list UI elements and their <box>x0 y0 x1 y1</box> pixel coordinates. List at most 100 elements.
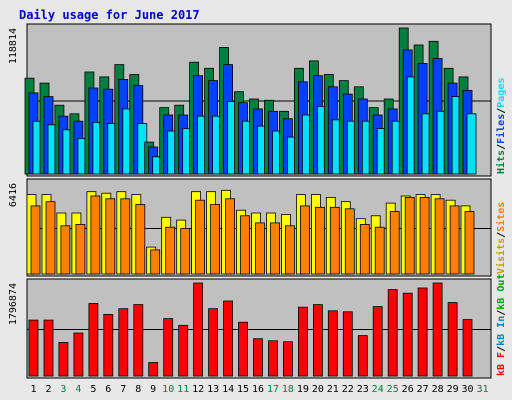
bar-sites-day-14 <box>225 198 236 275</box>
x-tick-label: 26 <box>402 384 414 395</box>
legend-entry: / <box>496 144 507 150</box>
bar-sites-day-23 <box>359 223 370 275</box>
x-tick-label: 19 <box>297 384 309 395</box>
x-tick-label: 20 <box>312 384 324 395</box>
x-tick-label: 8 <box>135 384 141 395</box>
bar-kb-f-day-8 <box>133 304 144 377</box>
x-tick-label: 4 <box>75 384 81 395</box>
x-tick-label: 2 <box>45 384 51 395</box>
bar-pages-day-30 <box>466 113 477 175</box>
bar-kb-f-day-7 <box>118 308 129 377</box>
legend-entry: / <box>496 310 507 316</box>
x-tick-label: 23 <box>357 384 369 395</box>
bar-kb-f-day-16 <box>253 338 263 377</box>
bar-kb-f-day-5 <box>88 303 99 377</box>
x-tick-label: 6 <box>105 384 111 395</box>
bar-kb-f-day-12 <box>193 282 204 377</box>
legend-entry: / <box>496 346 507 352</box>
bar-sites-day-9 <box>150 249 161 275</box>
x-tick-label: 22 <box>342 384 354 395</box>
bar-kb-f-day-15 <box>238 321 248 377</box>
bar-sites-day-28 <box>434 198 445 275</box>
bar-kb-f-day-19 <box>297 306 308 377</box>
x-tick-label: 31 <box>476 384 488 395</box>
bar-sites-day-24 <box>374 226 385 275</box>
bar-sites-day-25 <box>389 211 400 275</box>
bar-kb-f-day-29 <box>447 302 458 377</box>
x-tick-label: 7 <box>120 384 126 395</box>
bar-kb-f-day-13 <box>208 308 219 377</box>
x-tick-label: 27 <box>417 384 429 395</box>
x-tick-label: 17 <box>267 384 279 395</box>
x-tick-label: 14 <box>222 384 234 395</box>
bar-kb-f-day-21 <box>327 310 338 377</box>
bar-sites-day-30 <box>464 211 475 275</box>
bar-kb-f-day-20 <box>312 304 323 377</box>
bar-kb-f-day-30 <box>462 319 473 377</box>
x-tick-label: 18 <box>282 384 294 395</box>
bar-kb-f-day-11 <box>178 324 189 377</box>
x-tick-label: 15 <box>237 384 249 395</box>
x-tick-label: 1 <box>30 384 36 395</box>
panel-legend: Visits/Sites <box>495 202 507 274</box>
x-tick-label: 16 <box>252 384 264 395</box>
bar-sites-day-8 <box>135 204 146 275</box>
bar-kb-f-day-2 <box>43 319 54 377</box>
x-tick-label: 25 <box>387 384 399 395</box>
bar-kb-f-day-28 <box>432 282 443 377</box>
bar-sites-day-1 <box>30 205 41 275</box>
bar-kb-f-day-25 <box>387 289 398 377</box>
legend-entry: / <box>496 108 507 114</box>
x-tick-label: 10 <box>162 384 174 395</box>
bar-kb-f-day-9 <box>148 362 159 377</box>
bar-sites-day-12 <box>195 199 206 275</box>
bar-sites-day-19 <box>299 205 310 275</box>
bar-kb-f-day-17 <box>268 340 278 377</box>
bar-sites-day-3 <box>60 225 71 275</box>
y-axis-max-label: 6416 <box>8 183 19 207</box>
bar-sites-day-16 <box>255 222 265 275</box>
bar-kb-f-day-23 <box>357 335 368 377</box>
bar-kb-f-day-3 <box>58 341 69 377</box>
legend-entry: Visits <box>495 238 507 274</box>
bar-sites-day-17 <box>270 222 280 275</box>
bar-sites-day-5 <box>90 195 101 275</box>
bar-sites-day-13 <box>210 204 221 275</box>
panel-middle: 6416 Visits/Sites <box>8 178 507 277</box>
legend-entry: Hits <box>495 150 507 174</box>
bar-sites-day-29 <box>449 205 460 275</box>
x-tick-label: 21 <box>327 384 339 395</box>
bar-kb-f-day-4 <box>73 332 84 377</box>
bar-kb-f-day-14 <box>223 300 234 377</box>
x-tick-label: 9 <box>150 384 156 395</box>
x-tick-label: 11 <box>177 384 189 395</box>
x-axis-labels: 1 2 3 4 5 6 7 8 9 10 11 12 13 14 15 16 17 18 19 20 21 22 23 24 2… <box>30 384 488 395</box>
x-tick-label: 13 <box>207 384 219 395</box>
bar-sites-day-11 <box>180 228 191 275</box>
bar-kb-f-day-26 <box>402 292 413 377</box>
x-tick-label: 12 <box>192 384 204 395</box>
bar-sites-day-22 <box>344 208 355 275</box>
panel-legend: kB F/kB In/kB Out <box>496 274 507 376</box>
bar-kb-f-day-27 <box>417 287 428 377</box>
bar-sites-day-2 <box>45 201 56 275</box>
bar-sites-day-4 <box>75 223 86 275</box>
legend-entry: Sites <box>495 202 507 232</box>
legend-entry: / <box>496 232 507 238</box>
bar-kb-f-day-18 <box>282 341 293 377</box>
bar-sites-day-7 <box>120 198 131 275</box>
y-axis-max-label: 118814 <box>8 28 19 64</box>
bar-sites-day-26 <box>404 196 415 275</box>
panel-legend: Hits/Files/Pages <box>495 78 507 174</box>
panel-top: 118814 Hits/Files/Pages <box>8 23 507 177</box>
bar-kb-f-day-24 <box>372 306 383 377</box>
bar-sites-day-27 <box>419 196 430 275</box>
x-tick-label: 29 <box>447 384 459 395</box>
bar-kb-f-day-1 <box>28 319 39 377</box>
legend-entry: kB F <box>496 352 507 376</box>
x-tick-label: 3 <box>60 384 66 395</box>
legend-entry: kB In <box>496 316 507 346</box>
legend-entry: kB Out <box>496 274 507 310</box>
